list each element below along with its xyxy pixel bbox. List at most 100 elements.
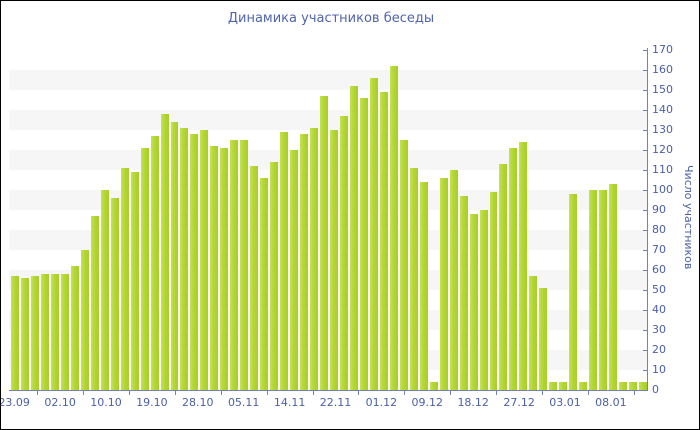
bar[interactable] <box>579 382 588 390</box>
y-tick-label: 60 <box>652 263 666 276</box>
bar[interactable] <box>40 274 49 390</box>
bar[interactable] <box>30 276 39 390</box>
y-tick-label: 110 <box>652 163 673 176</box>
bar[interactable] <box>210 146 219 390</box>
y-tick-label: 70 <box>652 243 666 256</box>
bar[interactable] <box>539 288 548 390</box>
y-axis-tick <box>643 350 648 351</box>
bar[interactable] <box>499 164 508 390</box>
x-tick-label: 03.01 <box>549 396 581 409</box>
x-axis-tick <box>174 391 176 395</box>
y-axis-tick <box>643 170 648 171</box>
x-axis-tick <box>496 391 498 395</box>
bar[interactable] <box>50 274 59 390</box>
gridline-stripe <box>9 270 647 290</box>
x-axis-tick <box>404 391 406 395</box>
bar[interactable] <box>349 86 358 390</box>
bar[interactable] <box>479 210 488 390</box>
bar[interactable] <box>619 382 628 390</box>
gridline-stripe <box>9 230 647 250</box>
bar[interactable] <box>60 274 69 390</box>
bar[interactable] <box>599 190 608 390</box>
bar[interactable] <box>240 140 249 390</box>
bar[interactable] <box>529 276 538 390</box>
bar[interactable] <box>260 178 269 390</box>
bar[interactable] <box>11 276 19 390</box>
bar[interactable] <box>300 134 309 390</box>
y-tick-label: 130 <box>652 123 673 136</box>
bar[interactable] <box>20 278 29 390</box>
bar[interactable] <box>389 66 398 390</box>
bar[interactable] <box>140 148 149 390</box>
x-tick-label: 28.10 <box>182 396 214 409</box>
bar[interactable] <box>409 168 418 390</box>
y-tick-label: 100 <box>652 183 673 196</box>
x-axis-tick <box>266 391 268 395</box>
bar[interactable] <box>609 184 618 390</box>
bar[interactable] <box>469 214 478 390</box>
x-tick-label: 19.10 <box>136 396 168 409</box>
x-axis-tick <box>633 391 635 395</box>
bar[interactable] <box>180 128 189 390</box>
bar[interactable] <box>130 172 139 390</box>
bar[interactable] <box>150 136 159 390</box>
x-axis-tick <box>128 391 130 395</box>
bar[interactable] <box>120 168 129 390</box>
bar[interactable] <box>330 130 338 390</box>
bar[interactable] <box>439 178 448 390</box>
bar[interactable] <box>429 382 438 390</box>
x-tick-label: 23.09 <box>0 396 30 409</box>
bar[interactable] <box>190 134 199 390</box>
bar[interactable] <box>449 170 458 390</box>
bar[interactable] <box>110 198 119 390</box>
bar[interactable] <box>160 114 169 390</box>
bar[interactable] <box>369 78 378 390</box>
bar[interactable] <box>170 122 179 390</box>
bar[interactable] <box>220 148 229 390</box>
bar[interactable] <box>559 382 568 390</box>
y-tick-label: 40 <box>652 303 666 316</box>
bar[interactable] <box>320 96 328 390</box>
bar[interactable] <box>569 194 578 390</box>
bar[interactable] <box>359 98 368 390</box>
bar[interactable] <box>509 148 518 390</box>
x-tick-label: 09.12 <box>411 396 444 409</box>
bar[interactable] <box>459 196 468 390</box>
bar[interactable] <box>200 130 209 390</box>
x-axis-tick <box>312 391 314 395</box>
x-axis-tick <box>542 391 544 395</box>
y-tick-label: 170 <box>652 43 673 56</box>
y-tick-label: 20 <box>652 343 666 356</box>
y-axis-tick <box>643 110 648 111</box>
bar[interactable] <box>250 166 259 390</box>
bar[interactable] <box>280 132 289 390</box>
y-axis-tick <box>643 330 648 331</box>
x-tick-label: 10.10 <box>90 396 122 409</box>
bar[interactable] <box>80 250 89 390</box>
bar[interactable] <box>290 150 299 390</box>
y-tick-label: 120 <box>652 143 673 156</box>
bar[interactable] <box>489 192 498 390</box>
bar[interactable] <box>639 382 647 390</box>
bar[interactable] <box>399 140 408 390</box>
bar[interactable] <box>589 190 598 390</box>
bar[interactable] <box>519 142 528 390</box>
bar[interactable] <box>70 266 79 390</box>
bar[interactable] <box>339 116 348 390</box>
bar[interactable] <box>419 182 428 390</box>
bar[interactable] <box>629 382 638 390</box>
y-axis-tick <box>643 190 648 191</box>
bar[interactable] <box>310 128 319 390</box>
bar[interactable] <box>379 92 388 390</box>
y-axis-tick <box>643 210 648 211</box>
x-tick-label: 02.10 <box>44 396 76 409</box>
bar[interactable] <box>90 216 99 390</box>
x-axis-tick <box>83 391 85 395</box>
bar[interactable] <box>270 162 279 390</box>
bar[interactable] <box>230 140 239 390</box>
gridline-stripe <box>9 310 647 330</box>
bar[interactable] <box>100 190 109 390</box>
y-tick-label: 90 <box>652 203 666 216</box>
bar[interactable] <box>549 382 558 390</box>
chart-title: Динамика участников беседы <box>227 11 435 26</box>
